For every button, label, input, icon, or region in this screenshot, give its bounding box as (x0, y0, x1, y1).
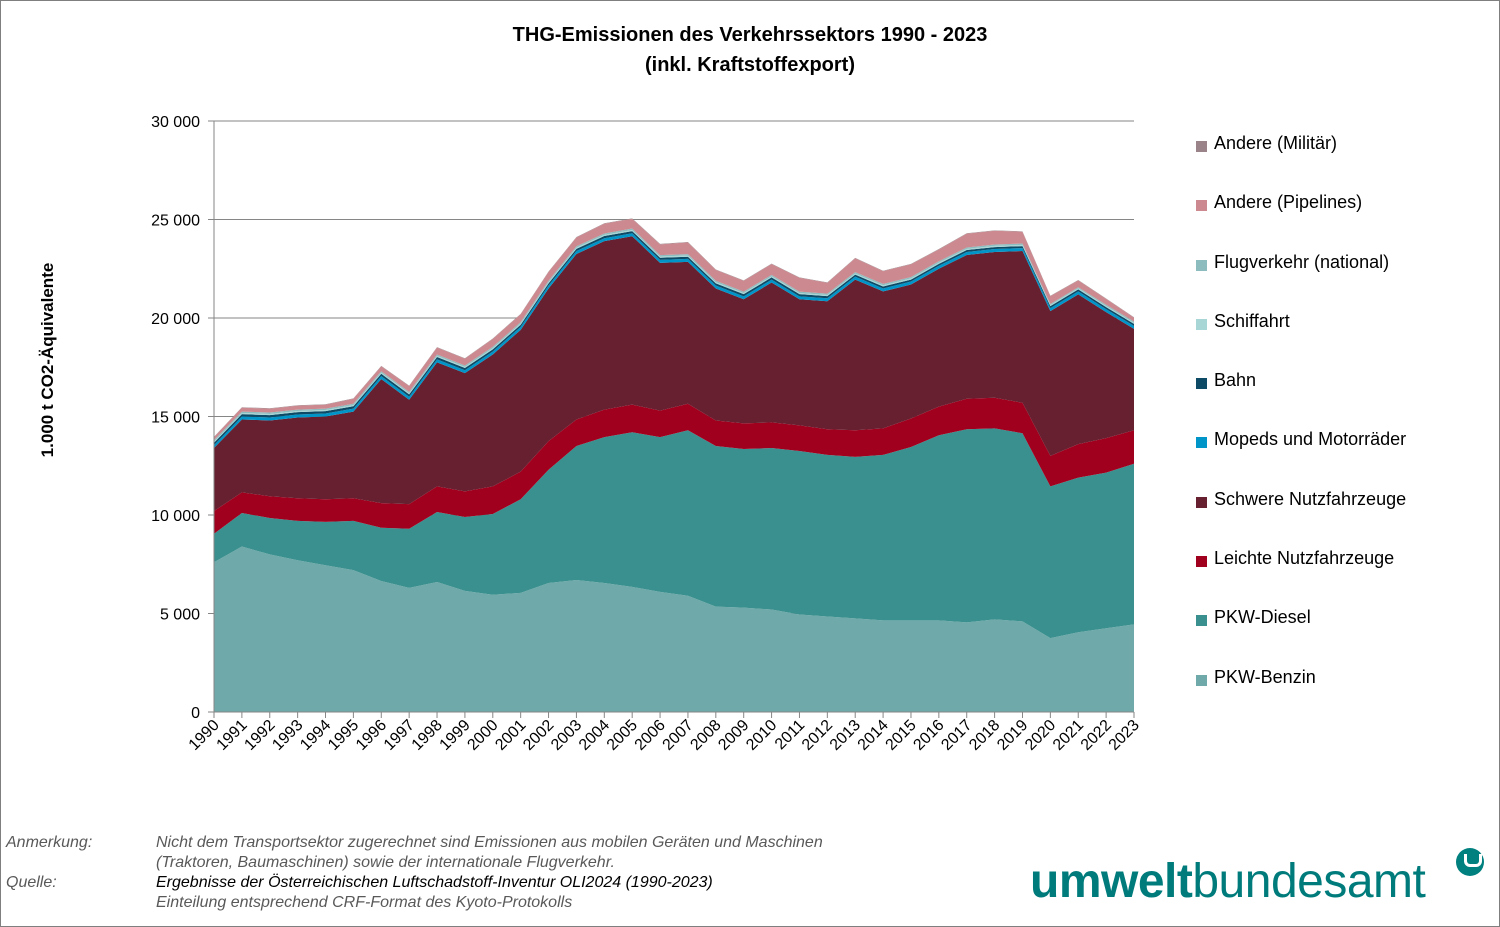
x-tick-label: 2001 (492, 717, 529, 754)
quelle-label: Quelle: (6, 874, 57, 891)
y-tick-label: 5 000 (160, 607, 200, 624)
x-tick-label: 2019 (994, 717, 1031, 754)
legend-swatch (1196, 259, 1207, 271)
area-leichte-nutzfahrzeuge (214, 397, 1134, 534)
x-tick-label: 2020 (1022, 717, 1059, 754)
x-tick-label: 2008 (687, 717, 724, 754)
chart-title-line1: THG-Emissionen des Verkehrssektors 1990 … (512, 24, 988, 46)
anmerkung-label: Anmerkung: (6, 834, 93, 851)
y-tick-label: 10 000 (151, 508, 200, 525)
x-tick-label: 2018 (966, 717, 1003, 754)
x-tick-label: 1998 (409, 717, 446, 754)
legend-swatch (1196, 378, 1207, 390)
legend-swatch (1196, 141, 1207, 152)
x-tick-label: 1994 (297, 717, 334, 754)
legend-swatch (1196, 318, 1207, 330)
x-tick-label: 2004 (576, 717, 613, 754)
y-tick-label: 15 000 (151, 410, 200, 427)
x-tick-label: 2009 (715, 717, 752, 754)
anmerkung-text-line2: (Traktoren, Baumaschinen) sowie der inte… (156, 854, 615, 871)
y-tick-label: 30 000 (151, 114, 200, 131)
x-tick-label: 2014 (855, 717, 892, 754)
legend-label: Andere (Militär) (1214, 133, 1338, 153)
x-tick-label: 2012 (799, 717, 836, 754)
x-tick-label: 2006 (632, 717, 669, 754)
legend-item: Leichte Nutzfahrzeuge (1196, 548, 1406, 607)
anmerkung-text-line1: Nicht dem Transportsektor zugerechnet si… (156, 834, 823, 851)
legend-item: PKW-Benzin (1196, 667, 1406, 726)
legend: Andere (Militär) Andere (Pipelines) Flugve… (1196, 133, 1406, 726)
legend-label: Flugverkehr (national) (1214, 251, 1390, 272)
legend-swatch (1196, 200, 1207, 212)
legend-item: PKW-Diesel (1196, 607, 1406, 666)
axes (208, 120, 1135, 718)
chart-title-line2: (inkl. Kraftstoffexport) (645, 54, 855, 76)
legend-item: Mopeds und Motorräder (1196, 429, 1406, 488)
y-tick-label: 20 000 (151, 311, 200, 328)
logo-text-bold: umwelt (1030, 855, 1193, 908)
x-tick-label: 1995 (325, 717, 362, 754)
area-pkw-benzin (214, 546, 1134, 712)
x-tick-label: 2000 (464, 717, 501, 754)
legend-item: Andere (Pipelines) (1196, 192, 1406, 251)
legend-label: Schiffahrt (1214, 310, 1290, 331)
x-tick-label: 2005 (604, 717, 641, 754)
y-tick-labels: 0 5 000 10 000 15 000 20 000 25 000 30 000 (151, 114, 200, 722)
x-tick-label: 1997 (381, 717, 418, 754)
x-tick-label: 2015 (883, 717, 920, 754)
y-tick-label: 0 (191, 705, 200, 722)
legend-item: Bahn (1196, 370, 1406, 429)
quelle-text-line2: Einteilung entsprechend CRF-Format des K… (156, 894, 573, 911)
x-tick-label: 2022 (1078, 717, 1115, 754)
x-tick-label: 1992 (241, 717, 278, 754)
area-schwere-nutzfahrzeuge (214, 236, 1134, 512)
footnotes: Anmerkung: Nicht dem Transportsektor zug… (6, 833, 823, 913)
legend-item: Flugverkehr (national) (1196, 252, 1406, 311)
u-circle-logo-icon (1456, 848, 1484, 876)
quelle-text-line1: Ergebnisse der Österreichischen Luftscha… (156, 874, 713, 891)
x-tick-label: 1993 (269, 717, 306, 754)
legend-label: PKW-Benzin (1214, 666, 1316, 687)
area-series (214, 218, 1134, 712)
legend-label: Mopeds und Motorräder (1214, 429, 1407, 450)
x-tick-label: 2010 (743, 717, 780, 754)
legend-swatch (1196, 437, 1207, 449)
legend-item: Schiffahrt (1196, 311, 1406, 370)
x-tick-label: 1991 (214, 717, 251, 754)
legend-label: Leichte Nutzfahrzeuge (1214, 548, 1395, 569)
area-andere-pipelines- (214, 218, 1134, 441)
legend-swatch (1196, 615, 1207, 627)
legend-item: Schwere Nutzfahrzeuge (1196, 489, 1406, 548)
x-tick-label: 2003 (548, 717, 585, 754)
logo-text-regular: bundesamt (1192, 855, 1426, 908)
x-tick-label: 1999 (437, 717, 474, 754)
legend-swatch (1196, 674, 1207, 686)
umweltbundesamt-logo: umweltbundesamt (1030, 852, 1426, 912)
x-tick-label: 2007 (660, 717, 697, 754)
legend-swatch (1196, 556, 1207, 568)
x-tick-label: 1996 (353, 717, 390, 754)
x-tick-label: 2002 (520, 717, 557, 754)
legend-label: PKW-Diesel (1214, 607, 1311, 628)
legend-label: Bahn (1214, 370, 1257, 391)
x-tick-label: 2011 (772, 717, 808, 753)
x-tick-label: 2016 (910, 717, 947, 754)
x-tick-label: 2023 (1106, 717, 1143, 754)
x-tick-label: 2013 (827, 717, 864, 754)
legend-swatch (1196, 496, 1207, 508)
legend-label: Schwere Nutzfahrzeuge (1214, 488, 1407, 509)
legend-label: Andere (Pipelines) (1214, 192, 1363, 213)
chart-title: THG-Emissionen des Verkehrssektors 1990 … (0, 20, 1500, 80)
y-tick-label: 25 000 (151, 213, 200, 230)
x-tick-label: 2021 (1050, 717, 1087, 754)
legend-item: Andere (Militär) (1196, 133, 1406, 192)
x-tick-labels: 1990199119921993199419951996199719981999… (186, 717, 1143, 754)
area-pkw-diesel (214, 428, 1134, 639)
x-tick-label: 1990 (186, 717, 223, 754)
x-tick-label: 2017 (938, 717, 975, 754)
